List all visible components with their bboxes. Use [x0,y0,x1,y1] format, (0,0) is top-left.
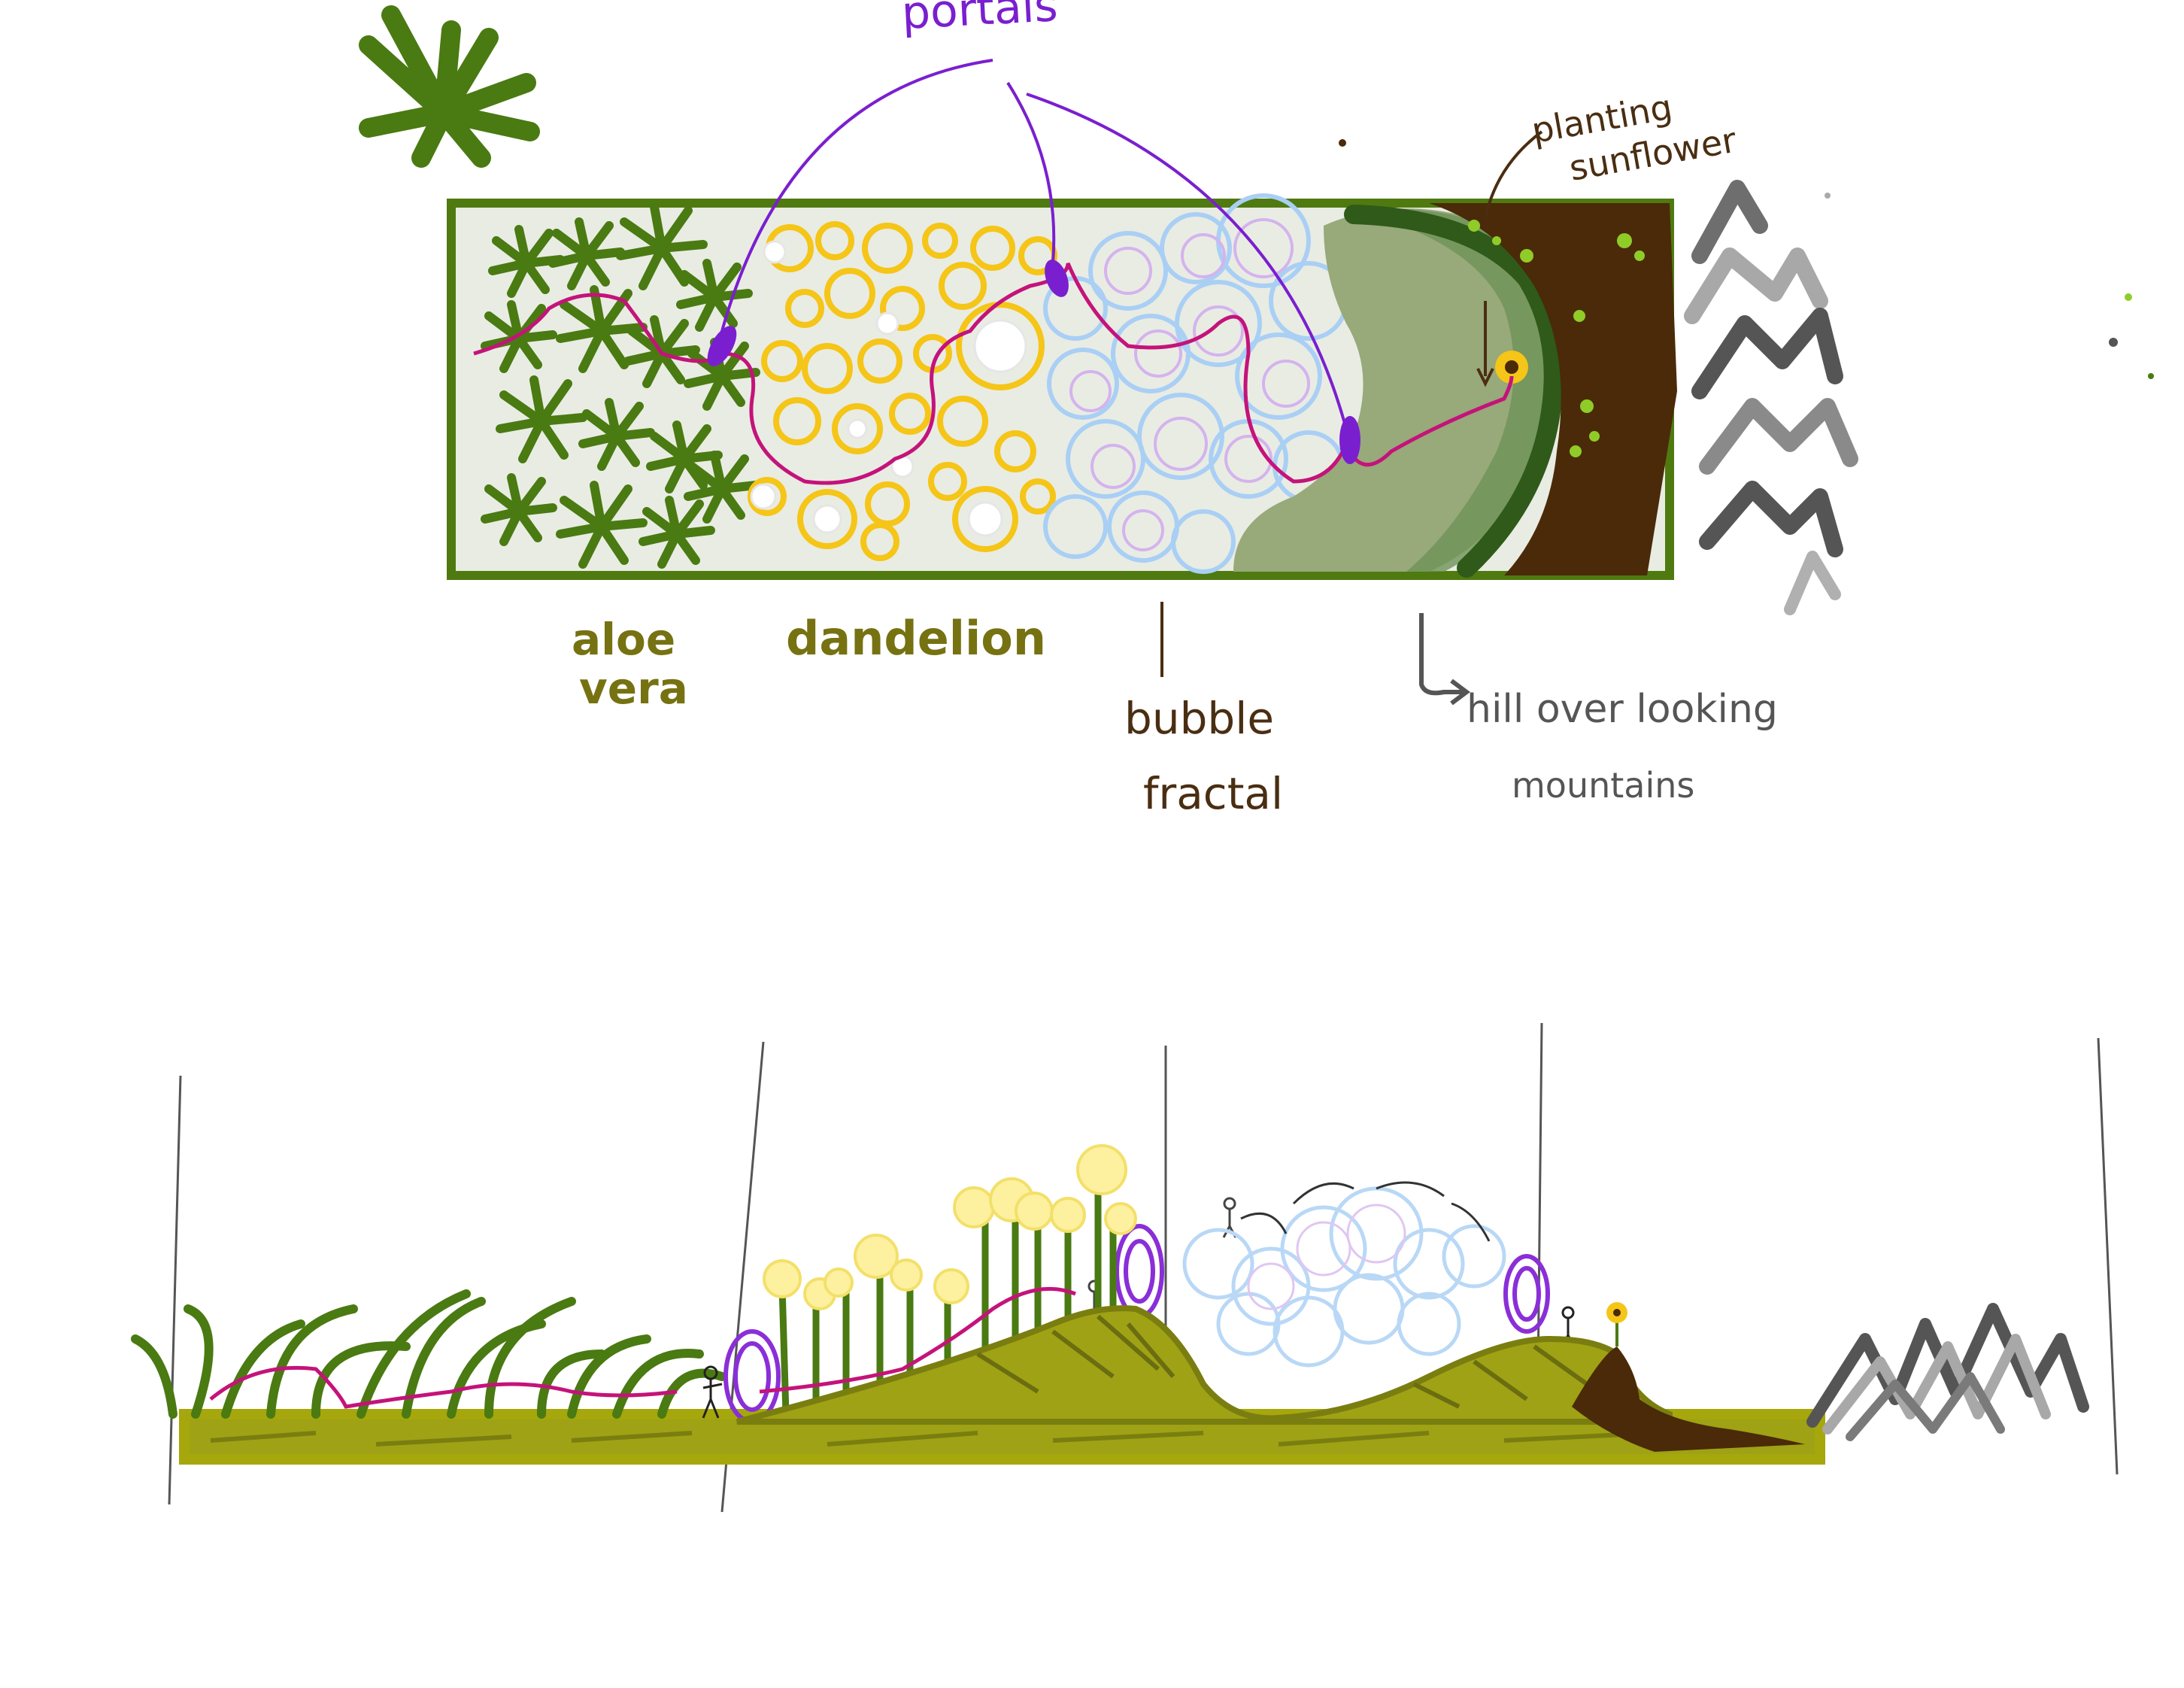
portal-marker [1339,416,1360,464]
hill-callout [1419,613,1470,706]
mountains-label: mountains [1512,765,1694,806]
hill-hatching [976,1314,1588,1409]
stick-figure [702,1365,723,1419]
vera-label: vera [579,663,688,714]
jump-arcs [1240,1181,1491,1242]
ground-strokes [210,1431,1655,1447]
portal-marker [1045,260,1069,297]
side-path-dandelion [759,1286,1076,1394]
portal-markers [707,260,1360,464]
portal-marker [707,326,737,366]
portal-swirl-1 [723,1329,781,1424]
aloe-label: aloe [572,614,675,665]
soil [1429,203,1677,575]
hill-mid [1354,208,1566,572]
aloe-side [131,1289,726,1419]
hill-light [1233,208,1561,572]
mountains-plan [1684,180,1858,615]
sunflower-plan-icon [1495,351,1528,384]
portal-callout-lines [720,59,1348,430]
side-path-aloe [209,1365,678,1409]
bubble-label: bubble [1124,693,1274,744]
stray-dots [1339,139,2154,379]
dandelion-centers [750,240,1027,537]
soil-specks [1468,220,1645,457]
hill-ridge [1344,205,1564,578]
bubble-inner [1069,218,1310,551]
aloe-field [481,202,760,569]
fractal-label: fractal [1143,768,1283,819]
plan-path [473,263,1514,485]
portal-swirl-2 [1115,1224,1164,1319]
dandelion-label: dandelion [786,611,1046,666]
hill-label: hill over looking [1467,687,1778,732]
dandelion-field [748,221,1057,561]
mountains-side [1806,1303,2089,1441]
bubbles-side-inner [1247,1204,1406,1310]
soil-side [1572,1346,1805,1452]
sunflower-side-icon [1606,1302,1627,1346]
sunflower-callout [1476,130,1543,387]
bubbles-side [1182,1186,1506,1368]
dandelion-heads-side [763,1144,1137,1310]
portal-swirl-3 [1503,1254,1550,1334]
aloe-sketch-icon [359,5,540,168]
portals-label: portals [900,0,1059,40]
